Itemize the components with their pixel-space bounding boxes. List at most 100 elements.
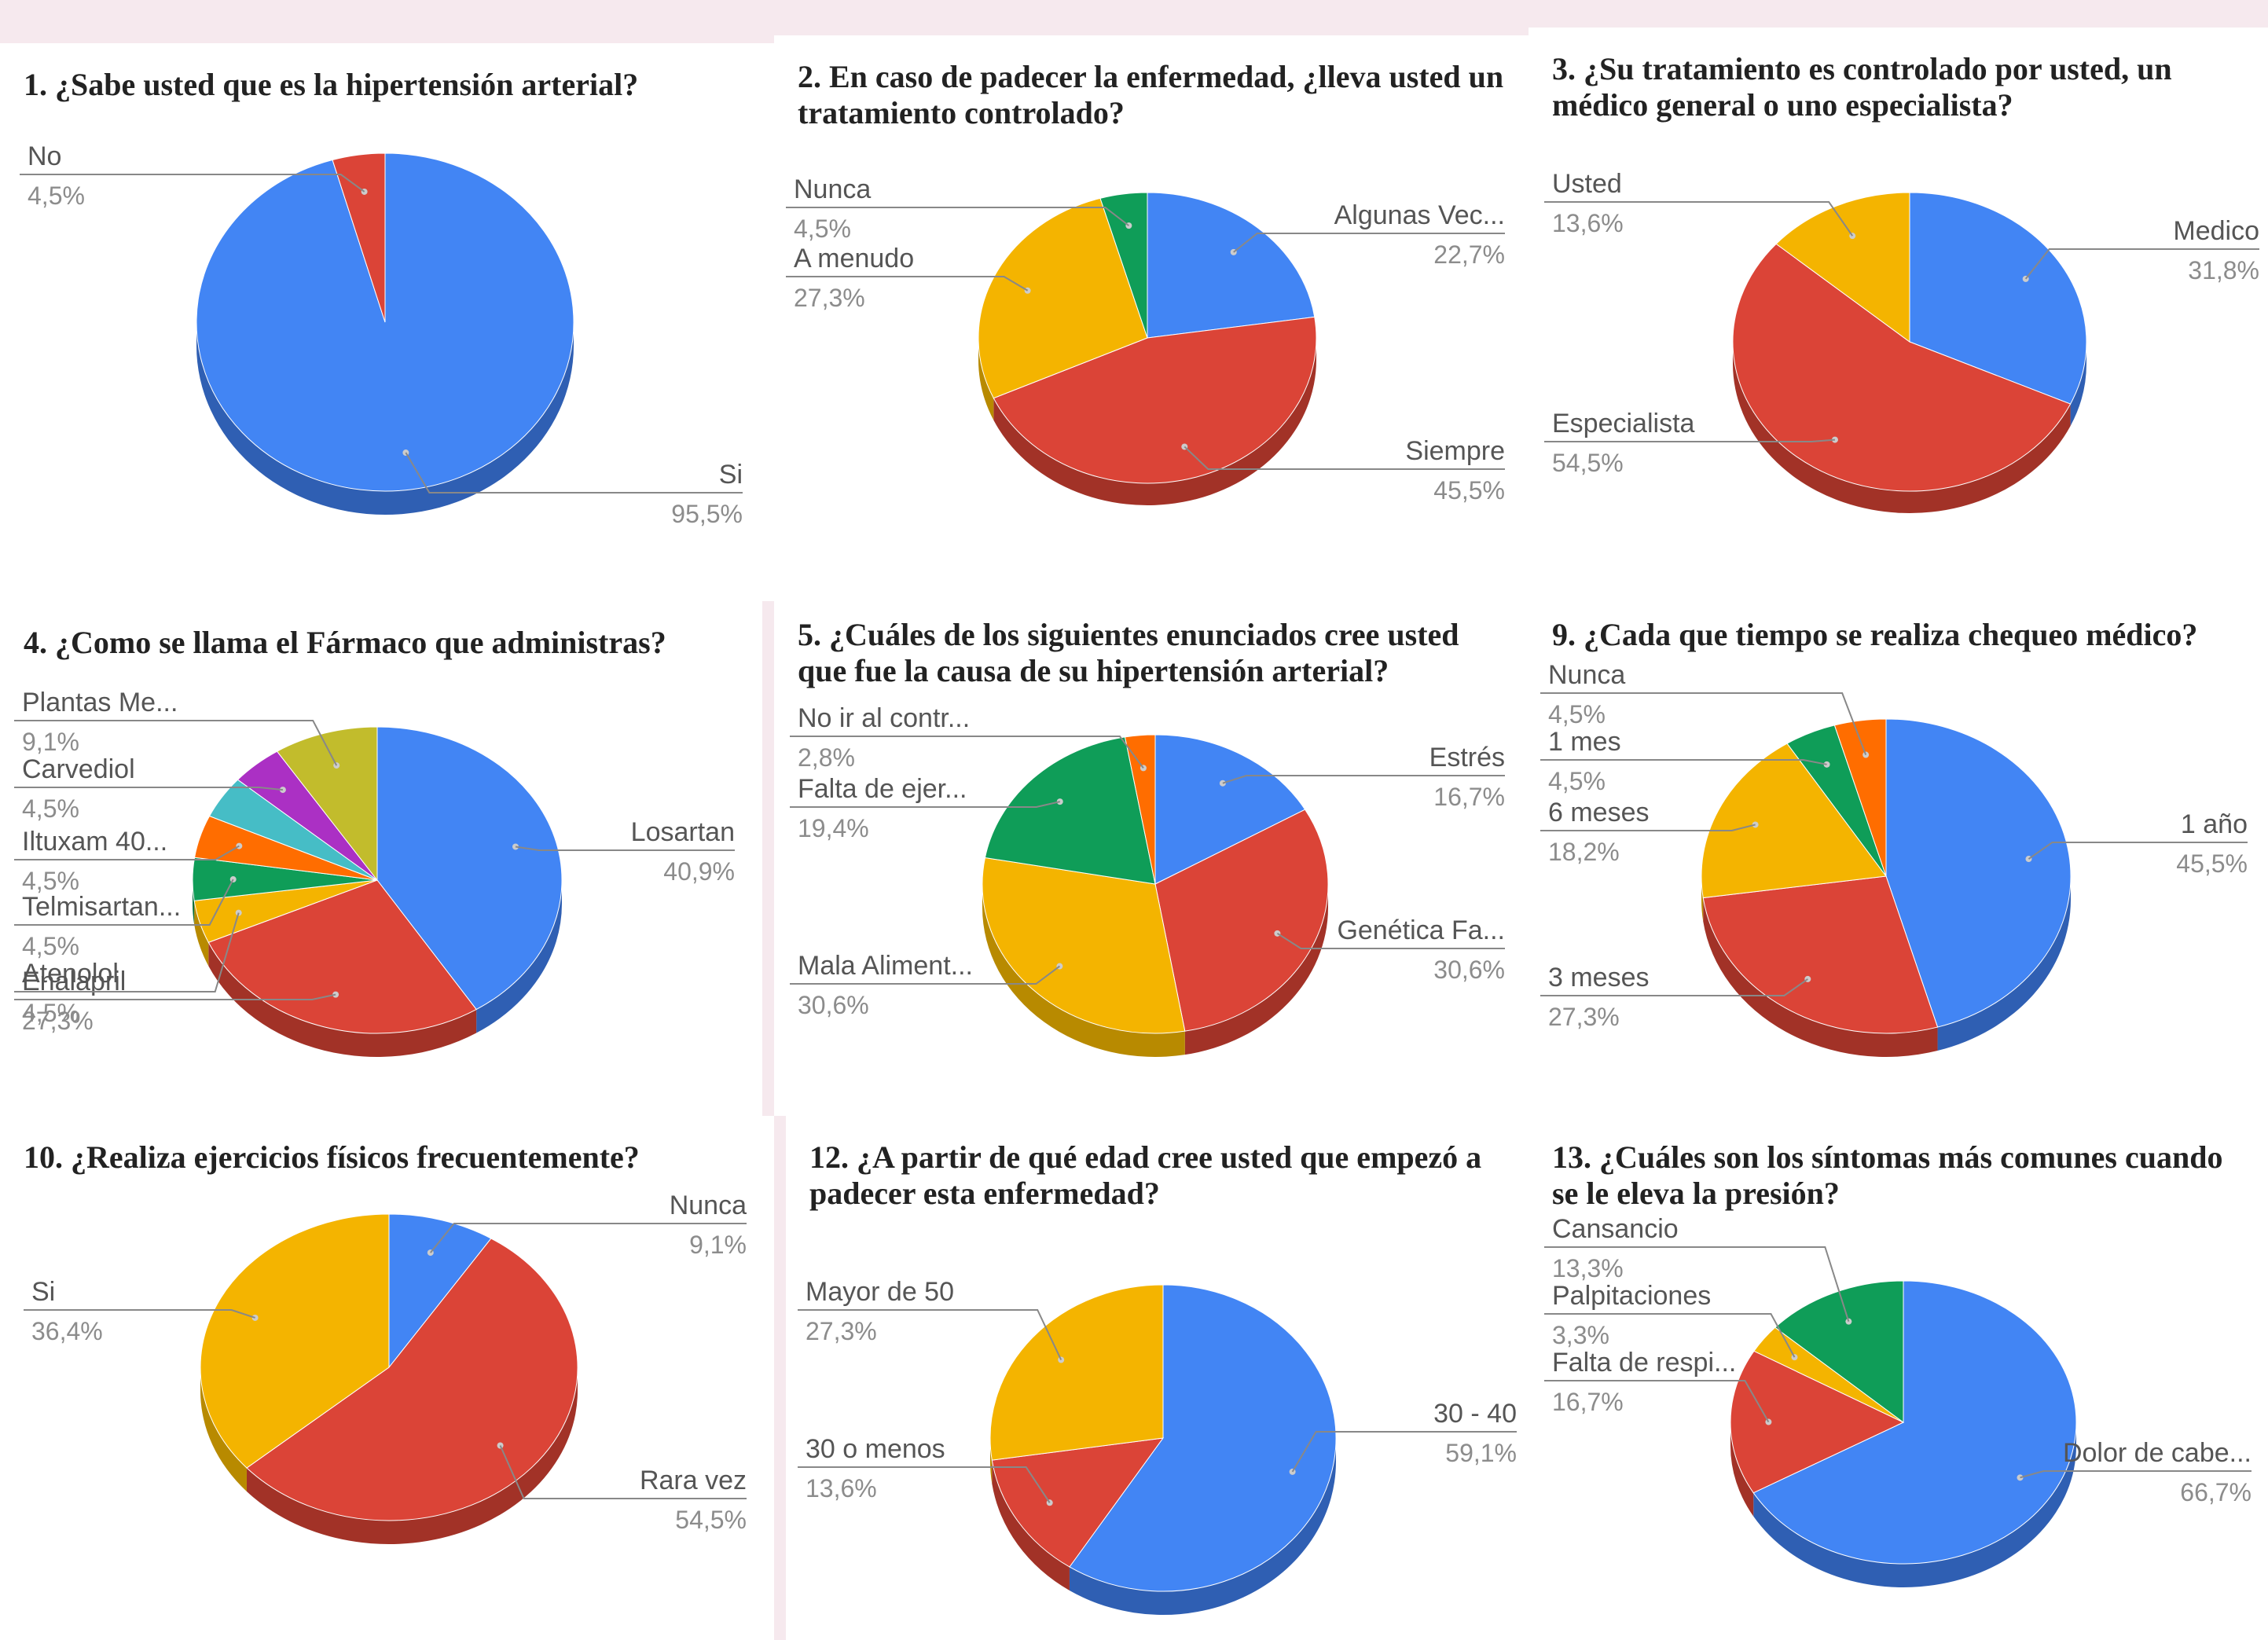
slice-percent: 54,5%	[1552, 449, 1624, 477]
slice-label: 1 mes	[1548, 727, 1621, 757]
chart-panel-1: 1. ¿Sabe usted que es la hipertensión ar…	[0, 43, 774, 601]
pie-slice-side	[246, 1367, 578, 1544]
slice-label: 6 meses	[1548, 798, 1650, 827]
chart-panel-2: 2. En caso de padecer la enfermedad, ¿ll…	[774, 35, 1529, 593]
slice-percent: 4,5%	[794, 215, 851, 243]
slice-label: 3 meses	[1548, 963, 1650, 992]
slice-percent: 4,5%	[22, 867, 79, 895]
pie-slice	[1730, 1350, 1905, 1494]
slice-label: 1 año	[2181, 809, 2248, 839]
pie-slice-side	[978, 338, 994, 420]
chart-title: 2. En caso de padecer la enfermedad, ¿ll…	[798, 59, 1504, 130]
leader-line	[24, 1309, 255, 1319]
slice-percent: 4,5%	[22, 794, 79, 823]
pie-slice	[1909, 192, 2087, 405]
leader-dot	[1056, 798, 1063, 805]
pie-slice	[388, 1213, 492, 1369]
pie-slice	[1775, 192, 1910, 343]
pie-slice	[1885, 718, 2072, 1028]
slice-label: Falta de respi...	[1552, 1348, 1736, 1378]
slice-label: Losartan	[631, 817, 735, 847]
pie-chart-7: Nunca 9,1% Rara vez 54,5% Si 36,4%	[24, 1191, 747, 1544]
slice-label: Nunca	[1548, 660, 1625, 690]
slice-label: Estrés	[1429, 743, 1505, 772]
slice-label: Algunas Vec...	[1334, 200, 1505, 230]
slice-percent: 30,6%	[798, 991, 869, 1019]
chart-panel-5: 5. ¿Cuáles de los siguientes enunciados …	[774, 593, 1529, 1116]
leader-line	[14, 720, 338, 766]
slice-percent: 13,6%	[1552, 209, 1624, 237]
slice-label: Mala Aliment...	[798, 951, 973, 981]
slice-percent: 31,8%	[2188, 256, 2259, 284]
leader-line	[430, 1223, 747, 1253]
pie-slice	[276, 726, 378, 882]
pie-slice	[993, 316, 1317, 484]
pie-slice	[1833, 718, 1887, 877]
leader-line	[1540, 692, 1867, 755]
slice-label: 30 - 40	[1433, 1399, 1517, 1429]
slice-percent: 27,3%	[22, 1007, 94, 1035]
leader-line	[1276, 932, 1505, 949]
chart-title: 5. ¿Cuáles de los siguientes enunciados …	[798, 617, 1459, 688]
chart-title: 9. ¿Cada que tiempo se realiza chequeo m…	[1552, 617, 2198, 652]
slice-percent: 95,5%	[671, 500, 743, 528]
leader-line	[790, 965, 1060, 985]
slice-percent: 54,5%	[675, 1506, 747, 1534]
slice-percent: 3,3%	[1552, 1321, 1609, 1349]
slice-label: No ir al contr...	[798, 703, 970, 733]
leader-line	[786, 276, 1029, 292]
chart-title: 12. ¿A partir de qué edad cree usted que…	[809, 1139, 1482, 1211]
pie-chart-2: Algunas Vec... 22,7% Siempre 45,5% A menudo 2…	[786, 174, 1505, 506]
pie-slice	[1701, 743, 1887, 899]
chart-title: 1. ¿Sabe usted que es la hipertensión ar…	[24, 67, 639, 102]
pie-slice	[984, 736, 1156, 885]
pie-side-walls	[982, 884, 1328, 1057]
pie-slice	[1702, 875, 1939, 1034]
slice-percent: 13,3%	[1552, 1254, 1624, 1282]
pie-slice	[1147, 192, 1316, 339]
leader-dot	[512, 843, 519, 850]
leader-line	[1544, 438, 1836, 442]
slice-percent: 13,6%	[806, 1474, 877, 1502]
pie-slice	[991, 1437, 1165, 1568]
pie-slice	[376, 726, 563, 1011]
pie-chart-4: Losartan40,9%Enalapril27,3%Atenolol4,5%T…	[14, 688, 735, 1057]
pie-slice	[1774, 1280, 1904, 1423]
slice-label: Carvediol	[22, 754, 135, 784]
pie-slice-side	[476, 880, 562, 1033]
leader-line	[14, 993, 336, 1000]
leader-line	[1184, 446, 1505, 470]
slice-label: Genética Fa...	[1337, 915, 1505, 945]
chart-panel-8: 12. ¿A partir de qué edad cree usted que…	[786, 1116, 1529, 1640]
slice-percent: 4,5%	[1548, 700, 1606, 728]
pie-chart-5: Estrés 16,7% Genética Fa... 30,6% Mala Alime…	[790, 703, 1505, 1057]
chart-panel-6: 9. ¿Cada que tiempo se realiza chequeo m…	[1529, 593, 2268, 1116]
leader-line	[20, 174, 365, 193]
leader-line	[405, 452, 743, 493]
slice-label: A menudo	[794, 244, 914, 273]
slice-percent: 40,9%	[663, 857, 735, 886]
pie-chart-9: Dolor de cabe... 66,7% Falta de respi... 16…	[1544, 1214, 2251, 1587]
pie-side-walls	[978, 338, 1316, 506]
pie-slice	[1154, 809, 1329, 1032]
slice-percent: 45,5%	[2176, 849, 2248, 878]
leader-dot	[1765, 1418, 1772, 1425]
slice-percent: 19,4%	[798, 814, 869, 842]
slice-label: Si	[719, 460, 743, 490]
slice-percent: 66,7%	[2180, 1478, 2251, 1506]
pie-side-walls	[1733, 342, 2086, 513]
slice-label: Telmisartan...	[22, 892, 181, 922]
slice-percent: 9,1%	[689, 1231, 747, 1259]
slice-percent: 22,7%	[1433, 240, 1505, 269]
slice-label: No	[28, 141, 61, 171]
chart-title: 3. ¿Su tratamiento es controlado por ust…	[1552, 51, 2172, 123]
pie-slice	[246, 1238, 578, 1521]
chart-title: 13. ¿Cuáles son los síntomas más comunes…	[1552, 1139, 2223, 1211]
pie-slice-side	[982, 884, 1185, 1057]
slice-label: Dolor de cabe...	[2063, 1438, 2251, 1468]
leader-line	[790, 736, 1144, 769]
leader-line	[1544, 1380, 1770, 1423]
leader-line	[515, 846, 735, 851]
slice-label: Palpitaciones	[1552, 1281, 1711, 1311]
pie-chart-1: Si 95,5% No 4,5%	[20, 141, 743, 528]
